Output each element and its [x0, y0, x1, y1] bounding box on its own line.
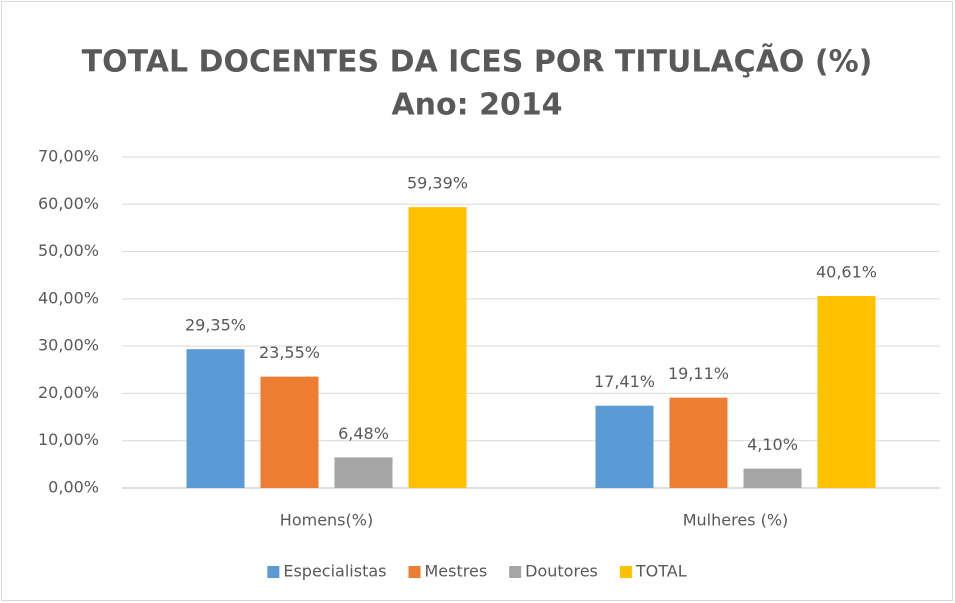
y-tick-label: 40,00%: [38, 288, 99, 307]
data-label: 19,11%: [668, 364, 729, 383]
bar: [669, 397, 728, 488]
data-label: 40,61%: [816, 262, 877, 281]
y-tick-label: 70,00%: [38, 147, 99, 166]
chart-subtitle: Ano: 2014: [391, 88, 562, 123]
legend-label: TOTAL: [635, 562, 687, 581]
x-tick-label: Homens(%): [280, 511, 373, 530]
data-label: 59,39%: [407, 174, 468, 193]
legend-swatch: [267, 566, 280, 578]
y-tick-label: 50,00%: [38, 241, 99, 260]
y-tick-label: 20,00%: [38, 383, 99, 402]
bar: [260, 376, 319, 488]
y-tick-label: 30,00%: [38, 336, 99, 355]
y-tick-label: 0,00%: [48, 478, 99, 497]
bar: [408, 207, 467, 488]
legend-label: Mestres: [424, 562, 487, 581]
bar: [186, 349, 245, 488]
y-tick-label: 60,00%: [38, 194, 99, 213]
legend-swatch: [408, 566, 421, 578]
legend-label: Doutores: [525, 562, 598, 581]
x-tick-label: Mulheres (%): [683, 511, 789, 530]
data-label: 6,48%: [338, 424, 389, 443]
legend-swatch: [509, 566, 522, 578]
bar: [743, 468, 802, 488]
data-label: 29,35%: [185, 316, 246, 335]
chart-title: TOTAL DOCENTES DA ICES POR TITULAÇÃO (%): [82, 43, 873, 80]
bar: [817, 295, 876, 488]
legend-swatch: [619, 566, 632, 578]
bar: [334, 457, 393, 488]
data-label: 23,55%: [259, 343, 320, 362]
data-label: 4,10%: [747, 435, 798, 454]
bar: [595, 405, 654, 488]
y-tick-label: 10,00%: [38, 430, 99, 449]
legend-label: Especialistas: [283, 562, 386, 581]
data-label: 17,41%: [594, 372, 655, 391]
